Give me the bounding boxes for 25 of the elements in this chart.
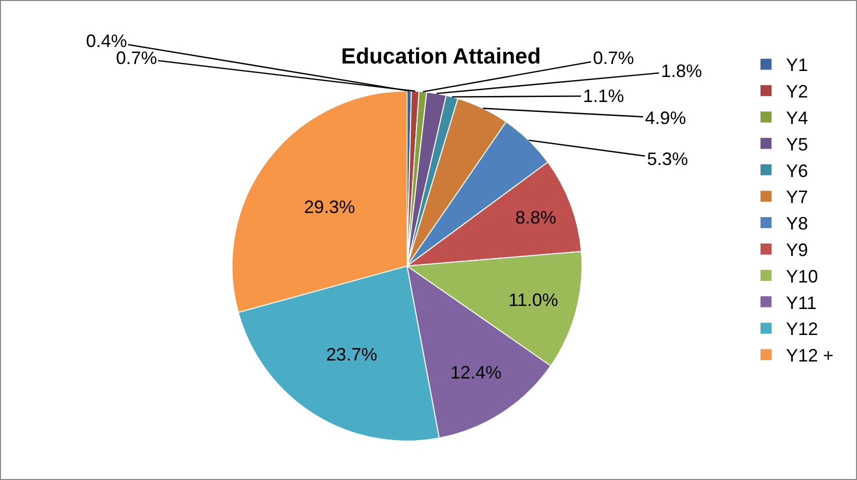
data-label: 11.0% — [508, 290, 558, 310]
legend-label: Y6 — [786, 160, 808, 181]
legend-label: Y8 — [786, 214, 808, 234]
data-label: 1.1% — [583, 86, 624, 106]
data-label: 0.7% — [593, 48, 634, 68]
legend-label: Y12 — [786, 319, 818, 340]
data-label: 0.7% — [116, 48, 158, 68]
legend-label: Y4 — [786, 108, 808, 128]
data-label: 1.8% — [661, 61, 702, 81]
text: Education Attained — [341, 44, 541, 69]
legend-label: Y10 — [786, 266, 818, 286]
data-label: 8.8% — [515, 208, 556, 228]
data-label: 5.3% — [647, 149, 688, 169]
data-label: 4.9% — [645, 108, 686, 128]
legend-label: Y2 — [786, 82, 808, 102]
legend-label: Y12 + — [786, 346, 834, 366]
legend-label: Y11 — [786, 292, 817, 313]
data-label: 12.4% — [450, 362, 502, 383]
legend-label: Y7 — [786, 187, 808, 208]
legend-label: Y1 — [786, 55, 808, 76]
data-label: 0.4% — [86, 31, 128, 51]
legend-label: Y5 — [786, 134, 808, 154]
data-label: 29.3% — [304, 196, 355, 217]
data-label: 23.7% — [326, 344, 378, 364]
legend-label: Y9 — [786, 240, 808, 260]
